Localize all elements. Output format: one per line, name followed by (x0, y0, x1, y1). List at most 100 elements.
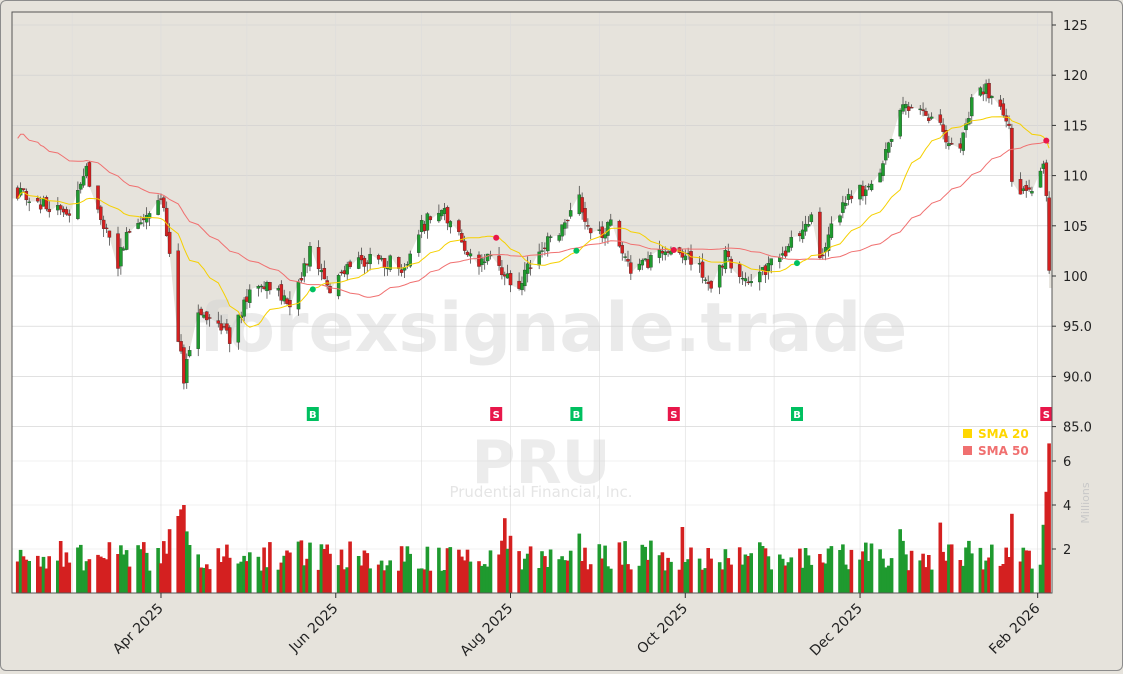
volume-bar (646, 559, 650, 593)
volume-bar (901, 540, 905, 593)
candle-body (388, 255, 392, 270)
signal-badge (791, 407, 803, 421)
candle-body (849, 195, 854, 199)
volume-bar (468, 561, 473, 593)
volume-bar (437, 547, 441, 593)
candle-body (809, 214, 814, 223)
volume-bar (205, 564, 209, 593)
volume-bar (477, 561, 481, 593)
volume-bar (119, 545, 123, 593)
volume-bar (503, 518, 507, 593)
volume-bar (56, 560, 60, 593)
candle-body (144, 215, 149, 223)
candle-body (84, 165, 89, 177)
plot-background (12, 12, 1052, 593)
volume-bar (445, 548, 450, 593)
volume-bar (268, 542, 272, 593)
candle-body (382, 258, 387, 268)
candle-body (207, 317, 212, 319)
candle-body (36, 198, 40, 202)
volume-bar (849, 549, 854, 593)
volume-bar (866, 561, 871, 593)
candle-body (477, 254, 481, 267)
buy-signal-label: B (573, 410, 581, 421)
volume-bar (44, 568, 49, 593)
candle-body (308, 246, 312, 267)
volume-bar (878, 549, 882, 593)
candle-body (737, 264, 742, 277)
signal-badge (1040, 407, 1053, 421)
volume-bar (525, 553, 530, 593)
volume-bar (706, 548, 710, 593)
candle-body (482, 261, 487, 263)
volume-bar (245, 561, 249, 593)
candle-body (586, 225, 590, 227)
volume-bar (296, 541, 301, 593)
candle-body (898, 109, 902, 137)
volume-bar (482, 564, 487, 593)
signal-dot (1043, 137, 1050, 144)
time-tick-label: Aug 2025 (457, 601, 516, 660)
candle-body (800, 229, 805, 240)
candle-body (356, 257, 361, 269)
candle-body (1024, 185, 1028, 191)
candle-body (216, 320, 221, 324)
volume-bar (279, 562, 284, 593)
candle-body (279, 284, 284, 301)
volume-bar (763, 548, 768, 593)
volume-bar (623, 541, 627, 593)
volume-bar (729, 564, 733, 593)
volume-bar (726, 558, 731, 593)
candle-body (841, 202, 845, 213)
candle-body (984, 83, 988, 94)
volume-bar (970, 553, 974, 593)
candle-body (789, 237, 794, 248)
plot-border (11, 11, 1053, 594)
candle-body (96, 185, 100, 210)
volume-bar (758, 542, 762, 593)
volume-bar (101, 558, 106, 593)
candle-body (944, 130, 948, 143)
volume-bar (239, 561, 243, 593)
candle-body (508, 273, 513, 286)
volume-bar (376, 564, 381, 593)
candle-body (1018, 179, 1023, 195)
candle-body (505, 273, 510, 279)
price-tick-label: 120 (1063, 69, 1088, 84)
volume-bar (597, 544, 602, 593)
candle-body (24, 191, 29, 201)
volume-bar (789, 557, 794, 593)
candle-body (376, 255, 381, 260)
candle-body (557, 235, 561, 241)
volume-bar (998, 565, 1003, 593)
candle-body (359, 255, 364, 261)
volume-bar (720, 569, 725, 593)
volume-bar (523, 558, 527, 593)
volume-bar (159, 563, 163, 593)
volume-bar (116, 554, 120, 593)
price-tick-label: 110 (1063, 170, 1088, 185)
candle-body (520, 283, 524, 291)
candle-body (245, 296, 249, 302)
volume-bar (783, 565, 788, 593)
volume-bar (199, 567, 203, 593)
volume-bar (737, 547, 742, 593)
candle-body (818, 211, 822, 259)
volume-bar (325, 544, 329, 593)
time-tick-label: Jun 2025 (286, 601, 342, 657)
candle-body (167, 231, 172, 254)
candle-body (236, 314, 241, 343)
volume-bar (505, 548, 510, 593)
volume-bar (677, 569, 682, 593)
volume-bar (944, 560, 948, 593)
candle-body (265, 282, 269, 292)
candle-body (199, 308, 203, 315)
candle-body (929, 116, 934, 119)
volume-bar (1030, 568, 1034, 593)
price-tick-label: 100 (1063, 270, 1088, 285)
price-tick-label: 125 (1063, 19, 1088, 34)
volume-bar (24, 559, 29, 593)
candle-body (457, 220, 461, 232)
volume-bar (285, 550, 289, 593)
volume-bar (216, 548, 221, 593)
